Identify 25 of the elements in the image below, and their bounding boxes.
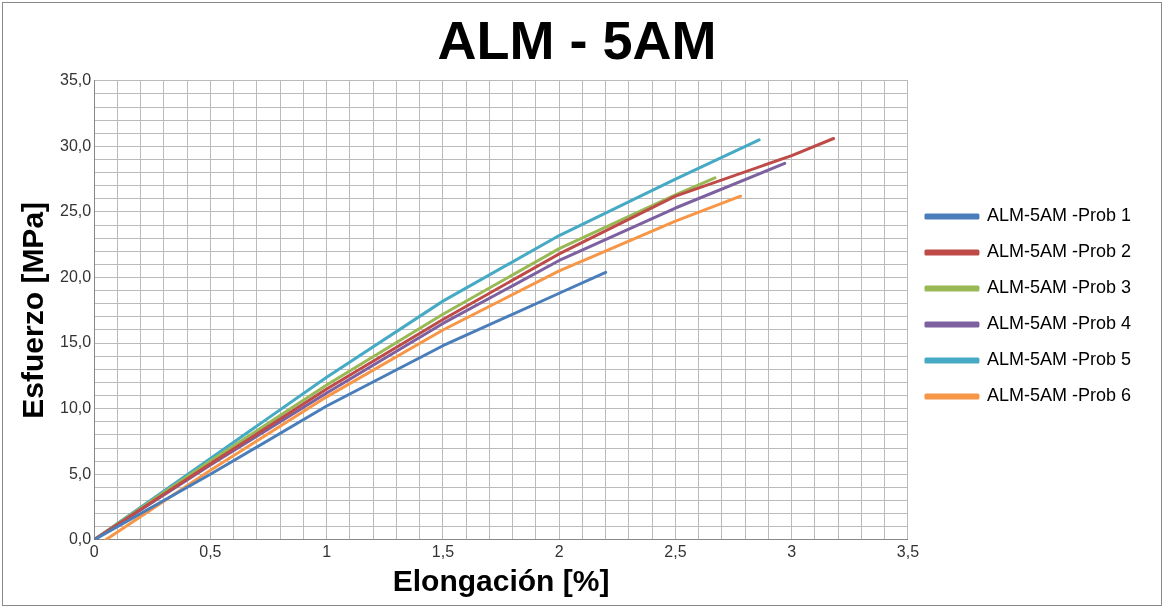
- chart-title: ALM - 5AM: [437, 10, 717, 71]
- y-axis-title: Esfuerzo [MPa]: [16, 201, 50, 419]
- legend-label: ALM-5AM -Prob 6: [986, 385, 1131, 406]
- y-tick-label: 30,0: [60, 136, 92, 154]
- y-tick-label: 20,0: [60, 267, 92, 285]
- legend-label: ALM-5AM -Prob 4: [986, 313, 1131, 334]
- y-tick-label: 35,0: [60, 71, 92, 89]
- legend-label: ALM-5AM -Prob 2: [986, 241, 1131, 262]
- x-tick-label: 2: [554, 542, 564, 560]
- x-tick-label: 1,5: [431, 542, 455, 560]
- x-tick-label: 0: [89, 542, 99, 560]
- x-axis-title: Elongación [%]: [392, 564, 610, 598]
- y-tick-label: 15,0: [60, 333, 92, 351]
- x-tick-label: 1: [322, 542, 332, 560]
- y-tick-label: 0,0: [68, 530, 92, 548]
- y-tick-label: 25,0: [60, 202, 92, 220]
- legend-label: ALM-5AM -Prob 1: [986, 205, 1131, 226]
- y-tick-label: 10,0: [60, 399, 92, 417]
- legend-label: ALM-5AM -Prob 3: [986, 277, 1131, 298]
- legend-label: ALM-5AM -Prob 5: [986, 349, 1131, 370]
- y-tick-label: 5,0: [68, 464, 92, 482]
- x-tick-label: 3: [787, 542, 797, 560]
- x-tick-label: 2,5: [664, 542, 687, 560]
- x-tick-label: 0,5: [199, 542, 222, 560]
- x-tick-label: 3,5: [896, 542, 920, 560]
